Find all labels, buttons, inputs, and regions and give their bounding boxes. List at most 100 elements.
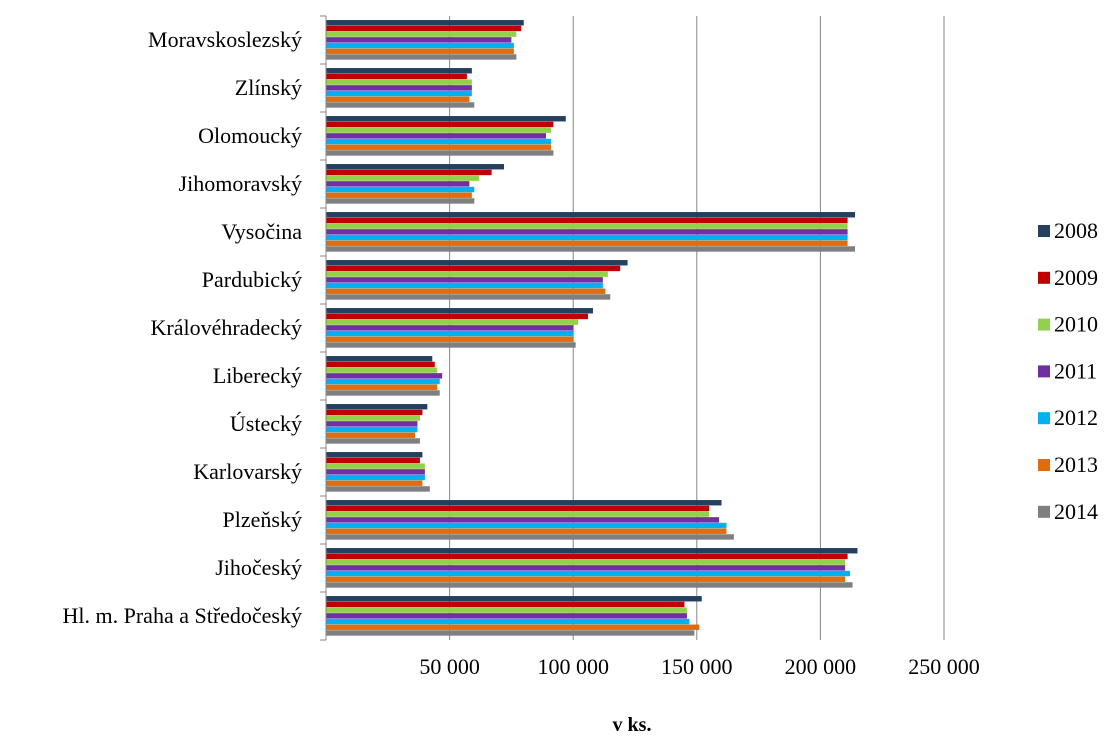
bar-11-2012: [326, 522, 727, 529]
bar-3-2010: [326, 127, 551, 133]
bar-4-2014: [326, 198, 475, 204]
bar-4-2008: [326, 164, 504, 170]
category-label-10: Karlovarský: [193, 459, 302, 484]
x-tick-label-2: 150 000: [661, 654, 733, 679]
bar-12-2010: [326, 559, 846, 565]
bar-5-2009: [326, 217, 848, 224]
bar-4-2009: [326, 169, 492, 176]
bar-11-2010: [326, 511, 710, 517]
bar-2-2011: [326, 85, 472, 91]
legend-swatch-2008: [1038, 225, 1050, 237]
bar-10-2011: [326, 469, 425, 475]
bar-8-2011: [326, 373, 443, 379]
bar-7-2009: [326, 313, 589, 320]
bar-4-2010: [326, 175, 480, 181]
bar-2-2009: [326, 73, 467, 80]
bar-6-2008: [326, 260, 628, 266]
bar-2-2010: [326, 79, 472, 85]
bar-2-2014: [326, 102, 475, 108]
bar-7-2008: [326, 308, 593, 314]
legend: 2008 2009 2010 2011 2012 2013 2014: [1038, 218, 1098, 524]
bar-8-2014: [326, 390, 440, 396]
legend-label-2012: 2012: [1054, 405, 1098, 430]
bar-12-2009: [326, 553, 848, 560]
bar-13-2013: [326, 624, 700, 630]
category-label-5: Vysočina: [221, 219, 302, 244]
bar-4-2012: [326, 186, 475, 193]
bar-12-2013: [326, 576, 846, 582]
bar-11-2008: [326, 500, 722, 506]
bar-8-2013: [326, 384, 438, 390]
bar-8-2012: [326, 378, 440, 385]
bar-9-2010: [326, 415, 420, 421]
bar-13-2009: [326, 601, 685, 608]
bar-10-2012: [326, 474, 425, 481]
bar-10-2009: [326, 457, 420, 464]
bar-1-2008: [326, 20, 524, 26]
x-tick-labels: 50 000 100 000 150 000 200 000 250 000: [419, 654, 979, 679]
category-label-4: Jihomoravský: [179, 171, 302, 196]
bar-1-2010: [326, 31, 517, 37]
category-label-11: Plzeňský: [223, 507, 302, 532]
legend-swatch-2010: [1038, 318, 1050, 331]
bar-12-2008: [326, 548, 858, 554]
bar-2-2008: [326, 68, 472, 74]
bar-10-2013: [326, 480, 423, 486]
bar-4-2011: [326, 181, 470, 187]
legend-label-2014: 2014: [1054, 499, 1098, 524]
legend-swatch-2013: [1038, 459, 1050, 471]
category-label-2: Zlínský: [235, 75, 302, 100]
bar-9-2012: [326, 426, 418, 433]
bar-8-2008: [326, 356, 433, 362]
bar-5-2012: [326, 234, 848, 241]
bars: [326, 20, 858, 636]
legend-label-2013: 2013: [1054, 452, 1098, 477]
bar-1-2012: [326, 42, 514, 49]
category-label-6: Pardubický: [202, 267, 302, 292]
category-label-7: Královéhradecký: [151, 315, 302, 340]
bar-13-2012: [326, 618, 690, 625]
bar-1-2011: [326, 37, 512, 43]
category-label-12: Jihočeský: [215, 555, 302, 580]
category-label-1: Moravskoslezský: [148, 27, 302, 52]
bar-8-2010: [326, 367, 438, 373]
bar-13-2010: [326, 607, 687, 613]
x-tick-label-1: 100 000: [537, 654, 609, 679]
bar-6-2011: [326, 277, 603, 283]
bar-6-2010: [326, 271, 608, 277]
bar-9-2011: [326, 421, 418, 427]
bar-3-2012: [326, 138, 551, 145]
bar-9-2009: [326, 409, 423, 416]
bar-13-2011: [326, 613, 687, 619]
bar-6-2014: [326, 294, 611, 300]
category-label-8: Liberecký: [213, 363, 302, 388]
bar-10-2014: [326, 486, 430, 492]
bar-12-2014: [326, 582, 853, 588]
legend-swatch-2014: [1038, 505, 1050, 518]
legend-label-2010: 2010: [1054, 312, 1098, 337]
bar-7-2012: [326, 330, 574, 337]
legend-swatch-2009: [1038, 271, 1050, 284]
bar-13-2014: [326, 630, 695, 636]
bar-6-2012: [326, 282, 603, 289]
bar-1-2014: [326, 54, 517, 60]
bar-11-2013: [326, 528, 727, 534]
bar-12-2011: [326, 565, 846, 571]
bar-6-2009: [326, 265, 621, 272]
bar-9-2008: [326, 404, 428, 410]
category-labels: Moravskoslezský Zlínský Olomoucký Jihomorav…: [63, 27, 303, 628]
bar-2-2012: [326, 90, 472, 97]
bar-8-2009: [326, 361, 435, 368]
legend-swatch-2012: [1038, 412, 1050, 425]
bar-13-2008: [326, 596, 702, 602]
bar-1-2013: [326, 48, 514, 54]
bar-3-2008: [326, 116, 566, 122]
bar-11-2014: [326, 534, 734, 540]
legend-label-2009: 2009: [1054, 265, 1098, 290]
bar-3-2011: [326, 133, 547, 139]
axes: [320, 15, 327, 641]
legend-swatch-2011: [1038, 365, 1050, 378]
legend-label-2011: 2011: [1054, 358, 1097, 383]
